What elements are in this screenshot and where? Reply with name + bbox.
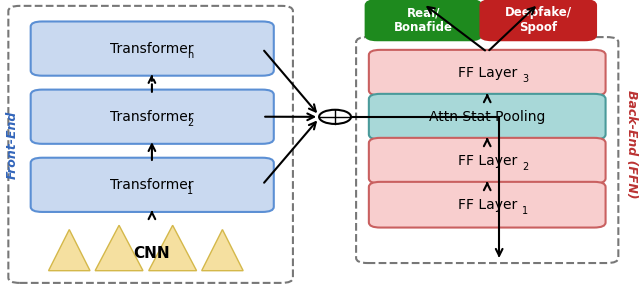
Text: CNN: CNN	[134, 246, 170, 261]
Polygon shape	[95, 225, 143, 271]
Text: 1: 1	[188, 186, 193, 196]
FancyBboxPatch shape	[31, 158, 274, 212]
FancyBboxPatch shape	[31, 90, 274, 144]
FancyArrowPatch shape	[351, 117, 502, 256]
Text: FF Layer: FF Layer	[458, 66, 517, 80]
Text: Back-End (FFN): Back-End (FFN)	[625, 90, 637, 199]
Text: n: n	[188, 50, 193, 60]
Text: Transformer: Transformer	[111, 110, 194, 124]
Circle shape	[319, 110, 351, 124]
Text: 2: 2	[522, 162, 529, 172]
Text: Transformer: Transformer	[111, 42, 194, 56]
Text: 2: 2	[188, 118, 193, 128]
FancyBboxPatch shape	[369, 138, 605, 184]
FancyBboxPatch shape	[369, 94, 605, 139]
Polygon shape	[49, 230, 90, 271]
Text: 3: 3	[522, 74, 529, 84]
Polygon shape	[202, 230, 243, 271]
FancyBboxPatch shape	[369, 182, 605, 228]
Text: Transformer: Transformer	[111, 178, 194, 192]
Polygon shape	[148, 225, 196, 271]
Text: Front-End: Front-End	[6, 110, 19, 179]
Text: FF Layer: FF Layer	[458, 198, 517, 212]
FancyBboxPatch shape	[365, 0, 481, 40]
Text: Real/
Bonafide: Real/ Bonafide	[394, 6, 453, 34]
FancyBboxPatch shape	[481, 0, 596, 40]
Text: Attn Stat Pooling: Attn Stat Pooling	[429, 110, 545, 124]
Text: 1: 1	[522, 206, 529, 216]
FancyBboxPatch shape	[369, 50, 605, 96]
Text: FF Layer: FF Layer	[458, 154, 517, 168]
FancyBboxPatch shape	[31, 22, 274, 76]
Text: Deepfake/
Spoof: Deepfake/ Spoof	[505, 6, 572, 34]
